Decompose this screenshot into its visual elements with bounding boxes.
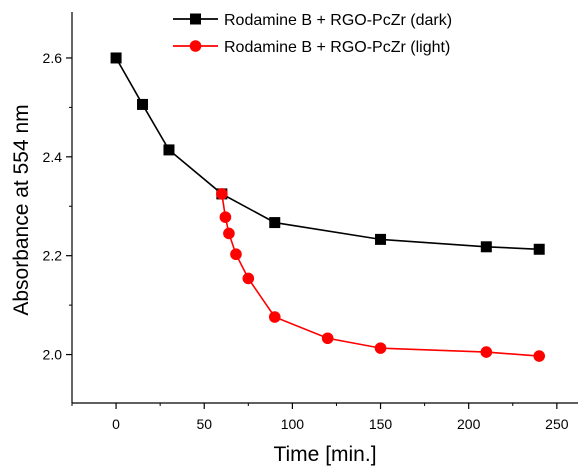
data-point (223, 227, 235, 240)
data-point (242, 272, 255, 285)
series-layer (110, 52, 546, 362)
x-tick-label: 200 (457, 416, 481, 432)
data-point (375, 233, 387, 245)
data-point (230, 248, 242, 261)
x-tick-label: 150 (369, 416, 393, 432)
series-dark (110, 52, 545, 255)
x-tick-label: 100 (281, 416, 305, 432)
y-tick-label: 2.0 (43, 347, 63, 363)
legend-label: Rodamine B + RGO-PcZr (dark) (224, 12, 452, 29)
data-point (269, 217, 281, 229)
data-point (533, 350, 546, 362)
y-tick-label: 2.4 (43, 149, 63, 165)
data-point (110, 52, 122, 64)
series-line (115, 57, 540, 251)
plot-frame (71, 12, 578, 404)
x-tick-label: 50 (196, 416, 212, 432)
x-axis-ticks: 0 50 100 150 200 250 (71, 403, 569, 432)
legend-label: Rodamine B + RGO-PcZr (light) (224, 39, 450, 56)
data-point (163, 144, 175, 156)
data-point (321, 332, 334, 345)
series-line (221, 193, 540, 357)
legend-marker (190, 13, 201, 25)
x-tick-label: 250 (545, 416, 569, 432)
data-point (480, 241, 492, 253)
y-tick-label: 2.6 (43, 50, 63, 66)
data-point (137, 98, 149, 110)
legend: Rodamine B + RGO-PcZr (dark) Rodamine B +… (173, 12, 452, 56)
data-point (268, 311, 281, 323)
legend-item: Rodamine B + RGO-PcZr (dark) (173, 12, 452, 29)
data-point (216, 188, 228, 200)
legend-item: Rodamine B + RGO-PcZr (light) (173, 39, 450, 56)
legend-marker (189, 40, 202, 52)
x-axis-title: Time [min.] (273, 443, 376, 466)
y-axis-title: Absorbance at 554 nm (10, 104, 33, 315)
data-point (533, 243, 545, 255)
series-light (216, 188, 546, 362)
data-point (374, 342, 387, 354)
data-point (219, 211, 232, 223)
data-point (480, 346, 493, 358)
y-axis-ticks: 2.0 2.2 2.4 2.6 (43, 50, 72, 363)
y-tick-label: 2.2 (43, 248, 63, 264)
x-tick-label: 0 (112, 416, 120, 432)
